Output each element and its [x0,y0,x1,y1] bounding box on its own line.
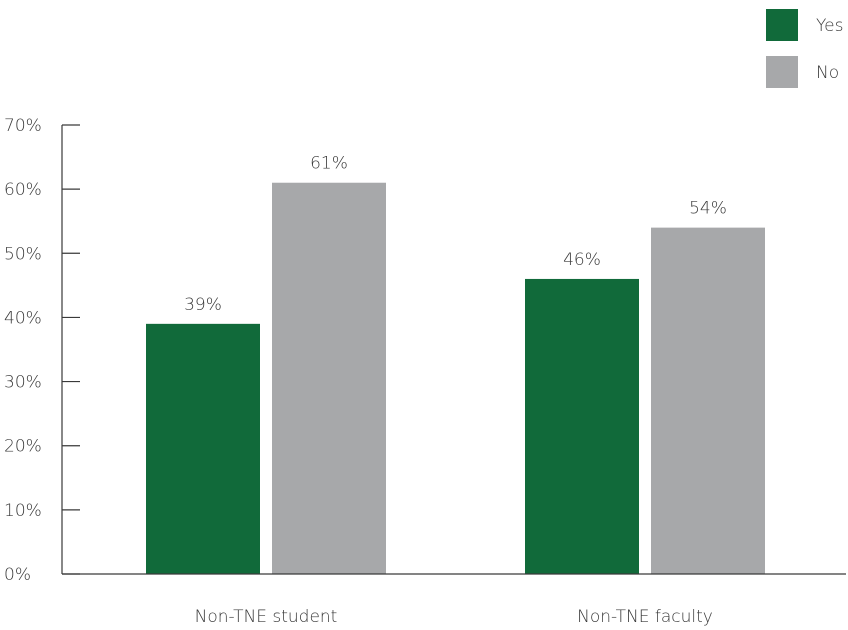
bar-no-2 [651,227,765,574]
y-tick-label: 40% [4,308,42,328]
y-tick-label: 10% [4,501,42,521]
bar-no-1 [272,182,386,574]
legend-label-no: No [816,63,839,83]
data-label: 54% [689,199,727,219]
data-label: 61% [310,154,348,174]
y-tick-label: 60% [4,180,42,200]
legend-swatch-no [766,56,798,88]
y-axis: 0% 10% 20% 30% 40% 50% 60% 70% [4,116,80,585]
data-label: 39% [184,295,222,315]
x-category-label: Non-TNE faculty [577,607,713,627]
y-tick-label: 30% [4,373,42,393]
data-label: 46% [563,250,601,270]
bar-yes-1 [146,323,260,574]
x-axis: Non-TNE student Non-TNE faculty [62,573,846,627]
legend-label-yes: Yes [816,16,843,36]
bar-yes-2 [525,278,639,574]
legend: Yes No [766,9,843,88]
y-tick-label: 20% [4,437,42,457]
y-tick-label: 70% [4,116,42,136]
bars-group: 39% 61% 46% 54% [146,154,765,574]
x-category-label: Non-TNE student [195,607,338,627]
y-tick-label: 0% [4,565,31,585]
y-tick-label: 50% [4,244,42,264]
legend-swatch-yes [766,9,798,41]
